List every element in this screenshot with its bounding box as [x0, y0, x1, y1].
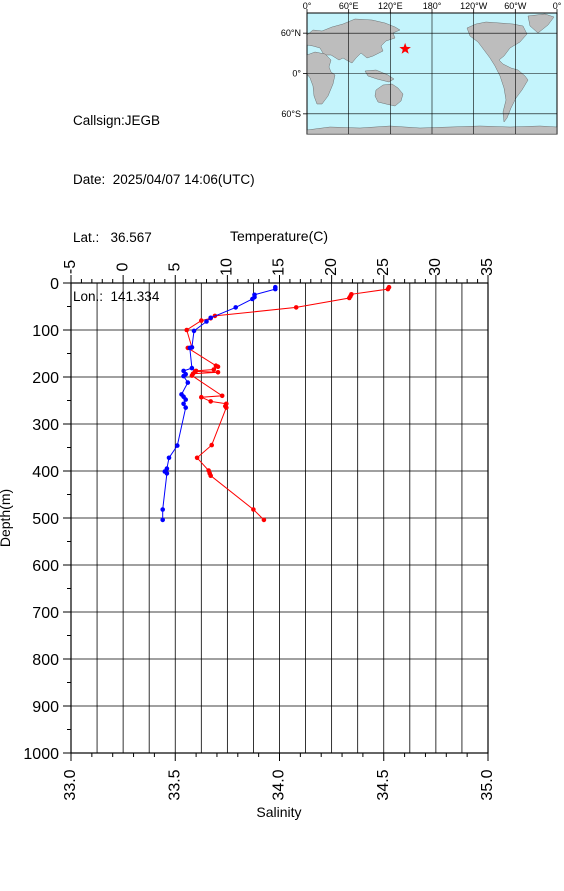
- world-map: 0° 60°E 120°E 180° 120°W 60°W 0° 60°N 0° 60°S: [281, 1, 562, 135]
- map-lon-label: 180°: [423, 1, 442, 11]
- salinity-data-point: [175, 443, 180, 448]
- australia-landmass: [374, 83, 404, 107]
- salinity-data-point: [164, 471, 170, 476]
- salinity-data-point: [160, 517, 165, 523]
- salinity-series-line: [162, 287, 276, 520]
- depth-tick-label: 800: [32, 652, 59, 669]
- temperature-data-point: [208, 399, 213, 404]
- temperature-data-point: [209, 442, 214, 448]
- salinity-data-point: [181, 373, 186, 379]
- date-label: Date: 2025/04/07 14:06(UTC): [73, 171, 255, 187]
- temperature-data-point: [224, 405, 229, 410]
- temperature-series-line: [186, 286, 390, 521]
- americas-landmass: [466, 21, 529, 123]
- salinity-data-point: [233, 305, 238, 310]
- temperature-tick-label: -5: [62, 260, 79, 274]
- station-info: Callsign:JEGB Date: 2025/04/07 14:06(UTC…: [73, 72, 255, 326]
- temperature-tick-label: 20: [323, 258, 340, 276]
- salinity-data-point: [183, 397, 188, 402]
- temperature-data-point: [199, 318, 204, 323]
- map-lon-label: 0°: [553, 1, 562, 11]
- station-marker-icon: [399, 42, 411, 54]
- temperature-axis-title: Temperature(C): [230, 228, 328, 244]
- temperature-tick-label: 25: [375, 258, 392, 276]
- temperature-data-point: [211, 367, 217, 372]
- temperature-data-point: [261, 517, 267, 523]
- temperature-data-point: [215, 370, 221, 375]
- depth-tick-label: 0: [50, 276, 59, 293]
- salinity-data-point: [181, 401, 186, 407]
- latitude-label: Lat.: 36.567: [73, 230, 152, 245]
- temperature-tick-label: 30: [427, 258, 444, 276]
- salinity-data-point: [191, 328, 197, 334]
- salinity-tick-label: 35.0: [479, 769, 496, 800]
- salinity-axis-title: Salinity: [256, 804, 301, 820]
- depth-tick-label: 1000: [23, 746, 59, 763]
- depth-tick-label: 700: [32, 605, 59, 622]
- temperature-data-point: [385, 286, 391, 292]
- temperature-data-point: [208, 473, 213, 479]
- salinity-data-point: [166, 455, 172, 461]
- depth-tick-label: 300: [32, 417, 59, 434]
- map-lon-label: 60°E: [339, 1, 359, 11]
- map-lon-label: 60°W: [504, 1, 527, 11]
- salinity-data-point: [160, 507, 165, 512]
- salinity-tick-label: 34.0: [271, 769, 288, 800]
- salinity-tick-label: 33.5: [166, 769, 183, 800]
- map-lat-label: 60°N: [281, 28, 301, 38]
- chart-grid: [71, 283, 488, 753]
- temperature-data-point: [347, 295, 352, 301]
- salinity-data-point: [250, 296, 255, 302]
- temperature-tick-label: 5: [166, 262, 183, 271]
- salinity-data-point: [204, 319, 209, 324]
- map-labels: 0° 60°E 120°E 180° 120°W 60°W 0° 60°N 0° 60°S: [281, 1, 562, 119]
- longitude-label: Lon.: 141.334: [73, 288, 160, 304]
- map-lon-label: 120°E: [378, 1, 403, 11]
- salinity-data-point: [185, 380, 191, 385]
- temperature-data-point: [215, 364, 221, 370]
- temperature-data-point: [293, 305, 299, 310]
- map-land: [306, 13, 558, 135]
- depth-tick-label: 500: [32, 511, 59, 528]
- africa-landmass: [306, 51, 336, 105]
- temperature-tick-label: 10: [219, 258, 236, 276]
- temperature-data-point: [184, 327, 189, 333]
- depth-tick-label: 400: [32, 464, 59, 481]
- indonesia-landmass: [364, 69, 395, 83]
- depth-tick-label: 100: [32, 323, 59, 340]
- temperature-tick-label: 35: [479, 258, 496, 276]
- temperature-data-point: [219, 393, 225, 399]
- salinity-tick-label: 33.0: [62, 769, 79, 800]
- temperature-data-point: [189, 373, 195, 378]
- salinity-data-point: [189, 365, 195, 371]
- map-lon-label: 120°W: [460, 1, 488, 11]
- chart-series: [160, 284, 392, 523]
- temperature-data-point: [199, 394, 204, 400]
- map-lat-label: 0°: [292, 69, 301, 79]
- temperature-data-point: [194, 455, 200, 461]
- callsign-label: Callsign:JEGB: [73, 113, 161, 128]
- salinity-data-point: [181, 368, 186, 374]
- temperature-tick-label: 15: [271, 258, 288, 276]
- salinity-data-point: [208, 315, 213, 321]
- temperature-tick-label: 0: [114, 262, 131, 271]
- map-grid: [303, 9, 558, 134]
- depth-axis-title: Depth(m): [0, 489, 13, 547]
- depth-tick-label: 900: [32, 699, 59, 716]
- salinity-data-point: [273, 286, 278, 292]
- eurasia-landmass: [306, 18, 401, 64]
- greenland-landmass: [527, 13, 555, 34]
- temperature-data-point: [251, 507, 256, 512]
- salinity-tick-label: 34.5: [375, 769, 392, 800]
- depth-tick-label: 200: [32, 370, 59, 387]
- salinity-data-point: [187, 345, 193, 351]
- salinity-data-point: [183, 405, 188, 410]
- map-lon-label: 0°: [303, 1, 312, 11]
- depth-tick-label: 600: [32, 558, 59, 575]
- map-lat-label: 60°S: [281, 109, 301, 119]
